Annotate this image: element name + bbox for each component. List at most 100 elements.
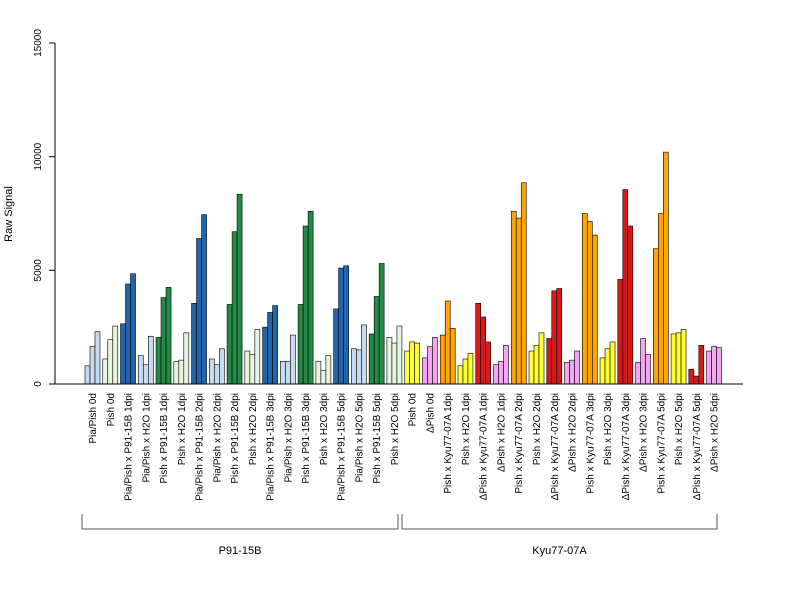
- bar: [617, 279, 624, 385]
- y-tick-label: 5000: [33, 259, 44, 282]
- x-tick-label: Pia/Pish x P91-15B 2dpi: [195, 393, 206, 501]
- bar: [338, 267, 344, 385]
- group-label: Kyu77-07A: [532, 545, 587, 557]
- bar: [551, 290, 558, 385]
- bar: [107, 339, 114, 385]
- bar: [533, 345, 540, 385]
- bar: [102, 358, 109, 385]
- x-tick-label: Pish x H2O 5dpi: [674, 393, 685, 465]
- y-axis-label: Raw Signal: [3, 186, 15, 242]
- y-ticks: 0 5000 10000 15000: [33, 29, 55, 387]
- bar: [137, 355, 144, 385]
- bar: [556, 288, 563, 385]
- x-tick-label: Pish x P91-15B 3dpi: [301, 393, 312, 484]
- bar: [290, 334, 296, 385]
- y-tick-label: 10000: [33, 142, 44, 170]
- x-tick-label: Pish x Kyu77-07A 1dpi: [443, 393, 454, 494]
- bar: [498, 360, 504, 385]
- x-tick-label: ΔPish x H2O 3dpi: [639, 393, 650, 472]
- x-tick-label: Pia/Pish x H2O 3dpi: [283, 393, 294, 483]
- bar: [368, 333, 375, 385]
- x-tick-label: Pish x H2O 3dpi: [319, 393, 330, 465]
- bar: [333, 308, 339, 385]
- bar: [414, 342, 420, 385]
- bar: [640, 338, 646, 385]
- x-tick-label: ΔPish x H2O 5dpi: [710, 393, 721, 472]
- bar: [155, 337, 162, 385]
- bar: [315, 360, 322, 385]
- x-tick-label: ΔPish x Kyu77-07A 2dpi: [550, 393, 561, 500]
- bar: [272, 305, 278, 385]
- bar: [147, 335, 154, 385]
- group-bracket: [401, 514, 718, 530]
- x-tick-label: ΔPish x Kyu77-07A 5dpi: [692, 393, 703, 500]
- bar: [658, 213, 664, 385]
- bar: [201, 214, 207, 385]
- bar: [546, 338, 553, 385]
- bar: [125, 283, 131, 385]
- bar: [361, 324, 367, 385]
- bar: [262, 326, 268, 385]
- x-tick-label: Pia/Pish 0d: [88, 393, 99, 444]
- bar: [457, 365, 464, 385]
- bar: [432, 337, 438, 385]
- bar: [285, 360, 291, 385]
- bar: [386, 337, 393, 385]
- bar: [351, 348, 357, 385]
- bar: [574, 350, 580, 385]
- bar: [622, 189, 629, 385]
- bar: [604, 348, 611, 385]
- bar: [493, 364, 499, 385]
- bar: [645, 354, 651, 385]
- y-tick-label: 0: [33, 381, 44, 387]
- x-tick-label: Pish x Kyu77-07A 2dpi: [514, 393, 525, 494]
- x-tick-label: Pia/Pish x P91-15B 1dpi: [124, 393, 135, 501]
- bar: [280, 360, 286, 385]
- bar: [688, 368, 695, 385]
- bar: [112, 325, 119, 385]
- x-tick-label: Pia/Pish x H2O 1dpi: [141, 393, 152, 483]
- x-tick-label: Pish x Kyu77-07A 5dpi: [656, 393, 667, 494]
- bar: [599, 357, 606, 385]
- bar: [439, 334, 446, 385]
- bar: [297, 304, 304, 385]
- group-label: P91-15B: [219, 545, 262, 557]
- bar: [396, 325, 403, 385]
- bar: [219, 348, 225, 385]
- bar: [130, 273, 136, 385]
- bar: [320, 370, 327, 385]
- bar: [404, 350, 410, 385]
- bar: [467, 353, 474, 385]
- bar: [325, 355, 332, 385]
- x-tick-label: Pish x P91-15B 2dpi: [230, 393, 241, 484]
- bar: [267, 312, 273, 385]
- bar: [564, 362, 570, 385]
- bar: [231, 231, 238, 385]
- bar: [391, 342, 398, 385]
- bar: [693, 375, 700, 385]
- x-tick-label: Pish x H2O 3dpi: [603, 393, 614, 465]
- bar: [409, 341, 415, 385]
- bar: [503, 345, 509, 385]
- bar: [160, 297, 167, 385]
- bar: [120, 323, 126, 385]
- x-tick-label: ΔPish 0d: [425, 393, 436, 433]
- bar: [520, 182, 527, 385]
- bar: [680, 329, 687, 385]
- bar: [444, 300, 451, 385]
- bar: [635, 362, 641, 385]
- bar: [356, 349, 362, 385]
- bar: [716, 347, 722, 385]
- bar: [302, 225, 309, 385]
- bar: [84, 365, 91, 385]
- bar: [191, 302, 197, 385]
- x-tick-label: Pish x H2O 5dpi: [390, 393, 401, 465]
- bar: [485, 341, 492, 385]
- bar: [422, 357, 428, 385]
- bar: [475, 302, 482, 385]
- x-tick-label: ΔPish x H2O 2dpi: [568, 393, 579, 472]
- x-tick-label: Pish x H2O 1dpi: [461, 393, 472, 465]
- bar: [609, 341, 616, 385]
- bar: [706, 350, 712, 385]
